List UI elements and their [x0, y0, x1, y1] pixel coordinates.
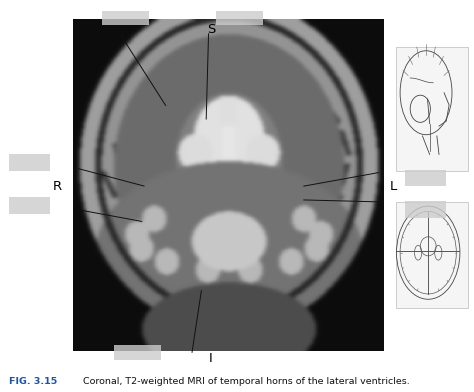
Text: I: I	[209, 352, 213, 365]
Bar	[9, 154, 50, 171]
Bar	[405, 170, 446, 186]
Bar	[102, 11, 149, 25]
Bar	[9, 197, 50, 214]
Text: Coronal, T2-weighted MRI of temporal horns of the lateral ventricles.: Coronal, T2-weighted MRI of temporal hor…	[83, 377, 410, 385]
Text: FIG. 3.15: FIG. 3.15	[9, 377, 58, 385]
Text: R: R	[52, 180, 62, 193]
Bar	[216, 11, 263, 25]
Text: S: S	[207, 23, 215, 36]
Bar	[114, 345, 161, 360]
Text: L: L	[390, 180, 397, 193]
Bar	[396, 202, 468, 308]
Bar	[396, 47, 468, 171]
Bar	[405, 201, 446, 218]
